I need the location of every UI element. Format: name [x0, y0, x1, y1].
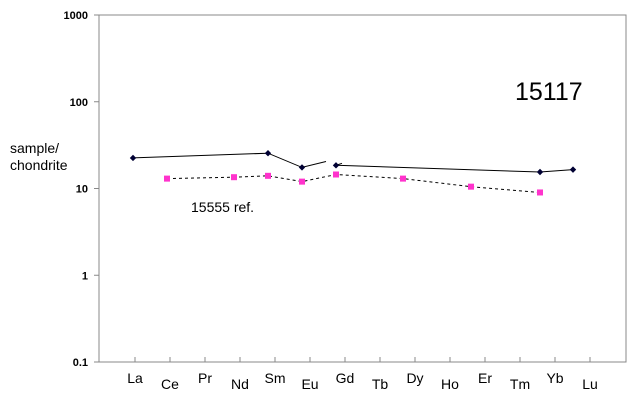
y-axis-label-line-1: sample/ [10, 140, 59, 156]
x-tick-label-yb: Yb [546, 370, 563, 386]
x-tick-label-lu: Lu [582, 376, 598, 392]
plot-frame [98, 14, 627, 363]
reference-point-nd [231, 174, 237, 181]
sample-point-gd [332, 162, 340, 169]
sample-point-tm [536, 168, 544, 176]
x-tick-label-tm: Tm [510, 376, 530, 392]
sample-point-eu [298, 164, 306, 171]
sample-series-line-0 [132, 152, 327, 168]
sample-annotation: 15117 [515, 78, 583, 106]
labels-layer: sample/ chondrite 15117 15555 ref. [10, 78, 583, 215]
reference-point-gd [333, 171, 339, 178]
reference-point-ce [164, 175, 170, 182]
reference-series-line [166, 173, 541, 193]
reference-point-eu [299, 178, 305, 185]
y-axis-label-line-2: chondrite [10, 157, 68, 173]
axes-layer: 1000 100 10 1 0.1 La Ce Pr Nd Sm Eu Gd Tb Dy Ho Er Tm Yb L… [64, 10, 627, 392]
x-tick-label-eu: Eu [301, 376, 318, 392]
sample-series-line-1 [335, 162, 574, 173]
x-tick-label-ce: Ce [161, 376, 179, 392]
x-tick-label-sm: Sm [265, 370, 286, 386]
sample-point-yb [569, 166, 577, 173]
x-tick-label-la: La [127, 370, 143, 386]
reference-point-tm [537, 189, 543, 196]
reference-series-label: 15555 ref. [191, 199, 254, 215]
x-tick-label-nd: Nd [231, 376, 249, 392]
y-tick-label-0: 1000 [64, 10, 88, 22]
x-tick-label-tb: Tb [372, 376, 389, 392]
sample-point-sm [264, 150, 272, 157]
x-tick-label-gd: Gd [336, 370, 355, 386]
reference-point-er [468, 183, 474, 190]
sample-point-la [129, 154, 137, 162]
y-tick-label-4: 0.1 [73, 357, 88, 369]
y-tick-label-2: 10 [76, 184, 88, 196]
y-tick-label-1: 100 [70, 97, 88, 109]
markers-layer [129, 150, 577, 196]
y-tick-label-3: 1 [82, 270, 88, 282]
reference-point-dy [400, 175, 406, 182]
x-tick-label-er: Er [478, 370, 492, 386]
reference-point-sm [265, 172, 271, 179]
x-tick-label-dy: Dy [406, 370, 423, 386]
x-tick-label-ho: Ho [441, 376, 459, 392]
lines-layer [132, 152, 574, 193]
x-tick-label-pr: Pr [198, 370, 212, 386]
